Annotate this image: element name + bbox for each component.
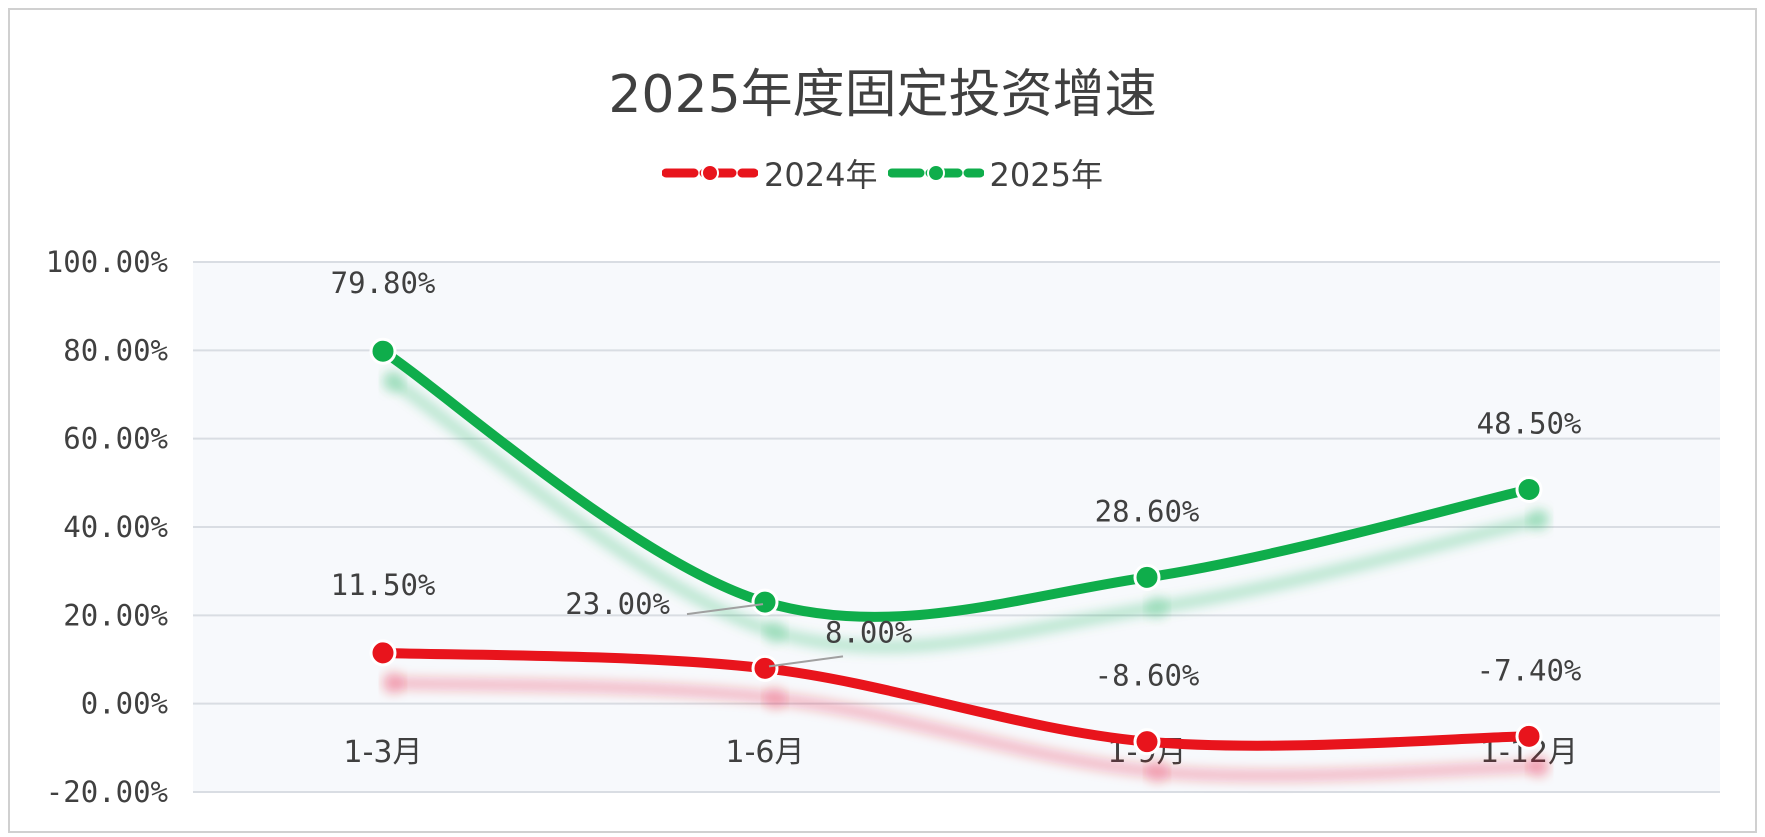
data-label: 28.60%: [1095, 494, 1200, 528]
y-tick-label: -20.00%: [46, 775, 168, 809]
data-label: 23.00%: [565, 587, 670, 621]
marker-shadow: [1527, 754, 1551, 779]
data-point: [1133, 728, 1161, 756]
x-tick-label: 1-3月: [344, 735, 423, 770]
data-point: [369, 639, 397, 667]
marker-shadow: [1527, 507, 1551, 532]
legend-label-2025: 2025年: [989, 156, 1103, 194]
leader-line: [686, 603, 764, 616]
data-point: [1515, 475, 1543, 503]
marker-shadow: [1145, 759, 1169, 784]
leader-line: [768, 655, 844, 668]
data-point: [369, 337, 397, 365]
data-label: 48.50%: [1477, 406, 1582, 440]
legend-item-2025: 2025年: [887, 150, 1103, 196]
legend-swatch-2025: [887, 164, 984, 182]
series-shadow-2024年: [386, 675, 1546, 783]
marker-shadow: [763, 686, 787, 711]
marker-shadow: [381, 670, 405, 695]
data-point: [751, 588, 779, 616]
y-tick-label: 40.00%: [63, 510, 168, 544]
y-tick-label: 100.00%: [46, 245, 168, 279]
marker-shadow: [1145, 595, 1169, 620]
legend-marker-2025: [926, 164, 945, 182]
y-tick-label: 0.00%: [81, 687, 168, 721]
legend-label-2024: 2024年: [764, 156, 878, 194]
legend-item-2024: 2024年: [662, 150, 878, 196]
legend-marker-2024: [701, 164, 720, 182]
data-point: [1133, 563, 1161, 591]
data-point: [1515, 722, 1543, 750]
marker-shadow: [381, 369, 405, 394]
x-tick-label: 1-6月: [726, 735, 805, 770]
y-tick-label: 80.00%: [63, 333, 168, 367]
series-line-2025年: [378, 346, 1534, 622]
series-line-2024年: [378, 647, 1534, 751]
data-label: -8.60%: [1095, 659, 1200, 693]
chart-title: 2025年度固定投资增速: [608, 65, 1157, 125]
y-tick-label: 20.00%: [63, 598, 168, 632]
marker-shadow: [763, 620, 787, 645]
legend-swatch-2024: [662, 164, 759, 182]
data-label: 79.80%: [331, 266, 436, 300]
data-label: -7.40%: [1477, 653, 1582, 687]
series-shadow-2025年: [386, 374, 1546, 654]
data-label: 8.00%: [825, 615, 912, 649]
y-tick-label: 60.00%: [63, 422, 168, 456]
data-point: [751, 654, 779, 682]
legend: 2024年 2025年: [0, 150, 1765, 196]
data-label: 11.50%: [331, 568, 436, 602]
